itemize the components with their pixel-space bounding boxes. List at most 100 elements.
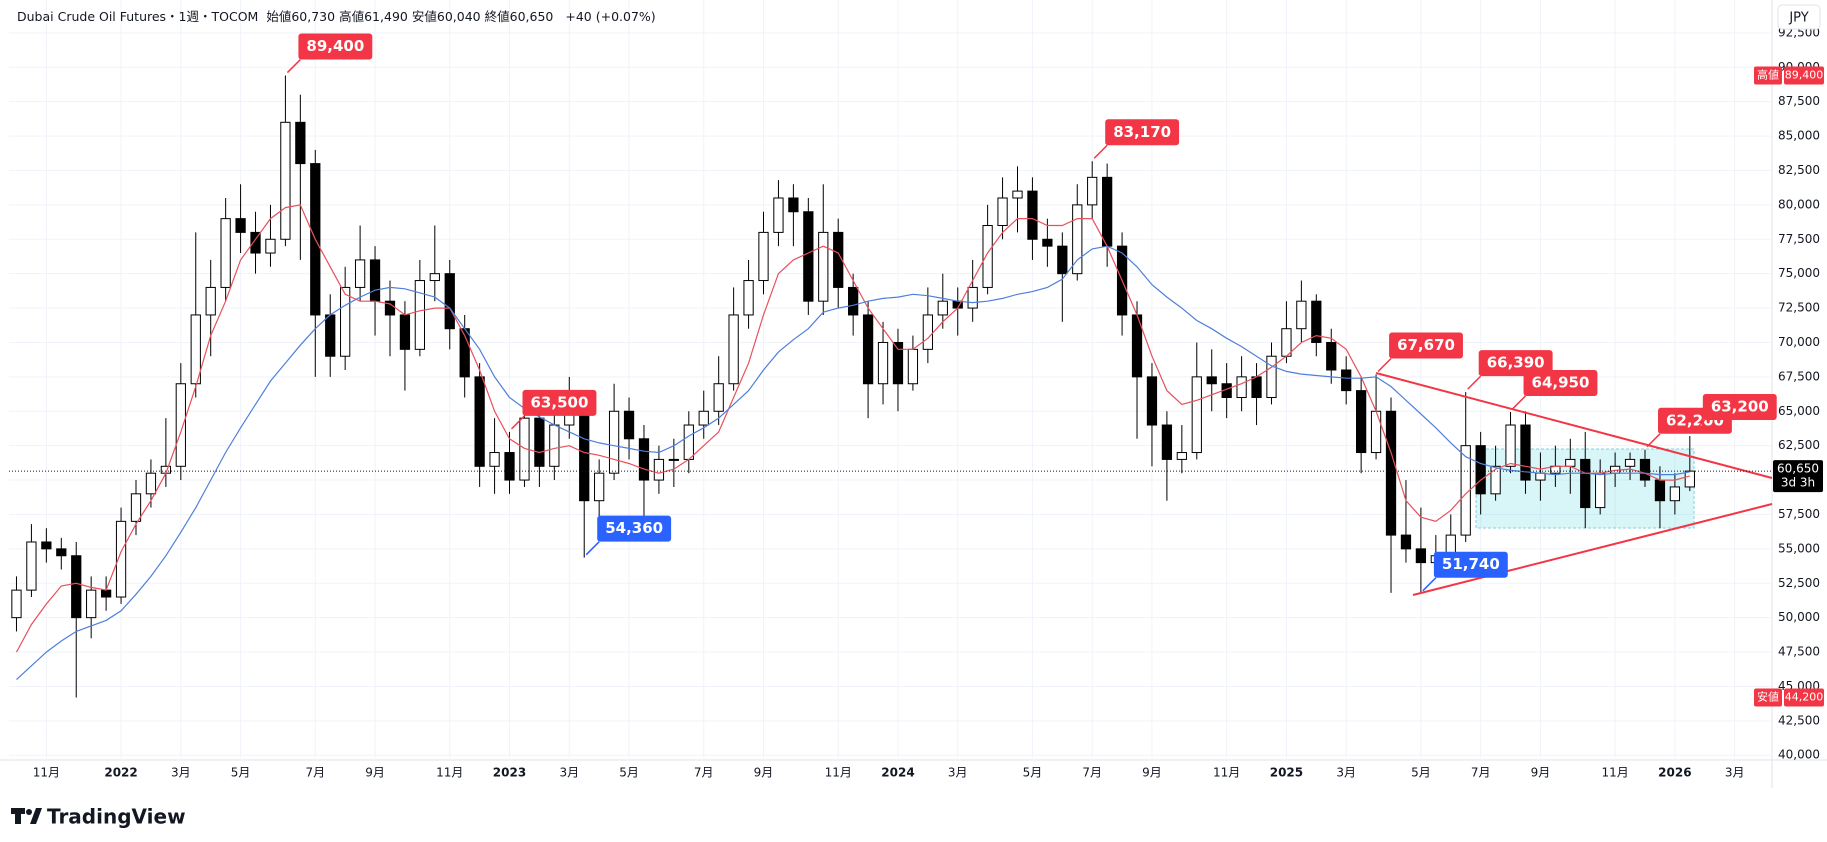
candle-body bbox=[668, 458, 679, 461]
candle-body bbox=[86, 589, 97, 619]
trend-line-lower bbox=[1412, 503, 1773, 596]
extreme-badge-tag bbox=[1754, 688, 1782, 707]
x-tick-label: 2022 bbox=[104, 766, 137, 780]
x-tick-label: 2023 bbox=[493, 766, 526, 780]
candle-body bbox=[1535, 472, 1546, 481]
annotation-pointer bbox=[1646, 433, 1661, 448]
readout-value: 60,730 bbox=[291, 9, 336, 24]
x-tick-label: 3月 bbox=[559, 766, 579, 780]
y-tick-label: 85,000 bbox=[1778, 129, 1820, 143]
readout-value: 60,040 bbox=[436, 9, 481, 24]
candle-body bbox=[1057, 245, 1068, 275]
candle-body bbox=[1624, 458, 1636, 467]
candle-body bbox=[1042, 238, 1053, 247]
candle-body bbox=[608, 410, 620, 474]
x-tick-label: 3月 bbox=[171, 766, 191, 780]
readout-value: 60,650 bbox=[509, 9, 554, 24]
candle-body bbox=[1341, 369, 1352, 392]
candle-body bbox=[130, 493, 142, 522]
candle-body bbox=[1639, 458, 1651, 481]
candle-body bbox=[340, 286, 351, 357]
y-tick-label: 65,000 bbox=[1778, 404, 1820, 418]
candle-body bbox=[250, 231, 261, 254]
y-tick-label: 70,000 bbox=[1778, 335, 1820, 349]
candle-body bbox=[41, 541, 52, 550]
candle-body bbox=[1326, 341, 1337, 371]
candle-body bbox=[743, 280, 754, 316]
x-tick-label: 11月 bbox=[33, 766, 60, 780]
x-tick-label: 11月 bbox=[436, 766, 463, 780]
annotation-pointer bbox=[1377, 357, 1392, 373]
annotation-box bbox=[1389, 332, 1463, 359]
candle-body bbox=[205, 286, 216, 316]
y-tick-label: 55,000 bbox=[1778, 541, 1820, 555]
annotation-label: 54,360 bbox=[605, 519, 663, 537]
currency-button[interactable] bbox=[1777, 4, 1821, 30]
candle-body bbox=[698, 410, 709, 426]
y-tick-label: 42,500 bbox=[1778, 713, 1820, 727]
annotation-box bbox=[1702, 394, 1777, 421]
candle-body bbox=[1475, 445, 1486, 495]
extreme-badge-tag bbox=[1754, 66, 1782, 85]
extreme-badge-label: 安値 bbox=[1757, 689, 1779, 703]
moving-average-line bbox=[15, 204, 1690, 653]
candle-body bbox=[818, 231, 829, 302]
trend-line-upper bbox=[1375, 372, 1773, 479]
candle-body bbox=[1072, 204, 1083, 275]
candle-body bbox=[1684, 470, 1695, 488]
extreme-badge-value bbox=[1784, 66, 1824, 85]
annotation-pointer bbox=[286, 59, 301, 74]
annotation-box bbox=[597, 515, 672, 542]
candle-body bbox=[1146, 376, 1158, 426]
annotation-label: 89,400 bbox=[306, 37, 364, 55]
annotation-label: 63,200 bbox=[1711, 398, 1769, 416]
candle-body bbox=[145, 472, 157, 495]
last-price-countdown: 3d 3h bbox=[1781, 476, 1815, 490]
x-tick-label: 5月 bbox=[1023, 766, 1043, 780]
readout-label: 高値 bbox=[339, 9, 365, 24]
candle-body bbox=[1206, 376, 1217, 385]
annotation-pointer bbox=[510, 415, 526, 430]
candle-body bbox=[922, 314, 933, 350]
candle-body bbox=[1012, 190, 1023, 199]
currency-label[interactable]: JPY bbox=[1788, 11, 1808, 26]
candle-body bbox=[190, 314, 201, 385]
readout-label: 始値 bbox=[266, 9, 292, 24]
y-tick-label: 67,500 bbox=[1778, 369, 1820, 383]
candle-body bbox=[788, 197, 799, 213]
candle-body bbox=[1236, 376, 1247, 399]
annotation-box bbox=[522, 389, 597, 416]
candle-body bbox=[713, 383, 724, 412]
readout-value: 61,490 bbox=[364, 9, 408, 24]
candle-body bbox=[833, 231, 844, 288]
candle-body bbox=[1296, 300, 1307, 330]
candle-body bbox=[623, 410, 635, 440]
candle-body bbox=[26, 541, 37, 591]
annotation-box bbox=[1433, 551, 1508, 578]
candle-body bbox=[862, 314, 874, 385]
annotation-label: 83,170 bbox=[1113, 123, 1171, 141]
annotation-box bbox=[298, 33, 373, 60]
candle-body bbox=[56, 548, 67, 557]
candle-body bbox=[683, 424, 694, 460]
candle-body bbox=[71, 555, 82, 619]
candle-body bbox=[848, 286, 859, 316]
annotation-box bbox=[1478, 350, 1553, 377]
candle-body bbox=[1654, 479, 1666, 502]
candle-body bbox=[803, 211, 814, 302]
candle-body bbox=[967, 286, 978, 309]
candle-body bbox=[384, 300, 396, 316]
annotation-label: 51,740 bbox=[1442, 555, 1500, 573]
candle-body bbox=[100, 589, 112, 598]
annotation-pointer bbox=[1093, 144, 1108, 159]
x-tick-label: 7月 bbox=[305, 766, 325, 780]
candle-body bbox=[997, 197, 1008, 227]
candle-body bbox=[758, 231, 769, 282]
y-tick-label: 47,500 bbox=[1778, 645, 1820, 659]
x-tick-label: 11月 bbox=[825, 766, 852, 780]
candle-body bbox=[280, 121, 291, 240]
candle-body bbox=[489, 452, 500, 467]
readout: 始値60,730 高値61,490 安値60,040 終値60,650 bbox=[266, 9, 557, 24]
moving-average-line bbox=[16, 245, 1690, 681]
